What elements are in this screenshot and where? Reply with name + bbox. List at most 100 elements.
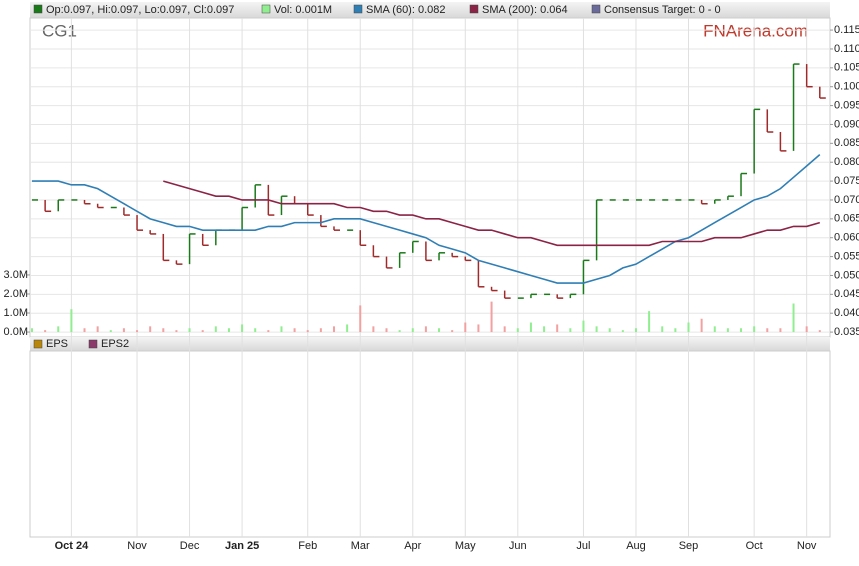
x-tick-label: Oct <box>746 540 763 552</box>
x-tick-label: Apr <box>404 540 421 552</box>
volume-bar <box>149 326 152 333</box>
legend-label: Vol: 0.001M <box>274 4 332 16</box>
y2-tick-label: 1.0M <box>4 307 28 319</box>
legend-label: EPS <box>46 338 68 350</box>
y-tick-label: 0.090 <box>834 118 859 130</box>
legend-swatch <box>591 4 601 14</box>
volume-bar <box>595 326 598 333</box>
volume-bar <box>293 328 296 333</box>
x-tick-label: Sep <box>679 540 699 552</box>
volume-bar <box>57 326 60 333</box>
x-tick-label: Nov <box>127 540 147 552</box>
volume-bar <box>201 330 204 333</box>
volume-bar <box>779 328 782 333</box>
volume-bar <box>661 326 664 333</box>
ticker: CG1 <box>42 21 77 40</box>
volume-bar <box>740 328 743 333</box>
y-tick-label: 0.070 <box>834 194 859 206</box>
volume-bar <box>503 326 506 333</box>
sma-line <box>163 180 821 247</box>
y-tick-label: 0.050 <box>834 269 859 281</box>
volume-bar <box>464 322 467 333</box>
x-tick-label: Feb <box>298 540 317 552</box>
volume-bar <box>674 328 677 333</box>
volume-bar <box>332 326 335 333</box>
legend-label: Op:0.097, Hi:0.097, Lo:0.097, Cl:0.097 <box>46 4 234 16</box>
volume-bar <box>372 326 375 333</box>
y-tick-label: 0.060 <box>834 232 859 244</box>
y-tick-label: 0.040 <box>834 307 859 319</box>
x-tick-label: Mar <box>351 540 370 552</box>
volume-bar <box>477 324 480 333</box>
y2-tick-label: 0.0M <box>4 326 28 338</box>
x-tick-label: Jul <box>576 540 590 552</box>
volume-bar <box>109 330 112 333</box>
volume-bar <box>188 328 191 333</box>
legend-label: SMA (200): 0.064 <box>482 4 568 16</box>
volume-bar <box>70 309 73 333</box>
legend-label: SMA (60): 0.082 <box>366 4 446 16</box>
volume-bar <box>306 330 309 333</box>
legend-swatch <box>33 4 43 14</box>
y-tick-label: 0.100 <box>834 81 859 93</box>
volume-bar <box>385 328 388 333</box>
volume-bar <box>490 301 493 333</box>
y2-tick-label: 2.0M <box>4 288 28 300</box>
x-tick-label: May <box>455 540 476 552</box>
volume-bar <box>569 328 572 333</box>
volume-bar <box>766 328 769 333</box>
volume-bar <box>700 318 703 333</box>
volume-bar <box>516 328 519 333</box>
y-tick-label: 0.095 <box>834 99 859 111</box>
volume-bar <box>451 330 454 333</box>
legend-label: Consensus Target: 0 - 0 <box>604 4 721 16</box>
lower-legend-bar <box>30 337 830 351</box>
volume-bar <box>359 305 362 333</box>
volume-bar <box>83 328 86 333</box>
x-tick-label: Nov <box>797 540 817 552</box>
volume-bar <box>529 322 532 333</box>
volume-bar <box>227 328 230 333</box>
volume-bar <box>438 328 441 333</box>
volume-bar <box>621 330 624 333</box>
volume-bar <box>175 330 178 333</box>
volume-bar <box>543 326 546 333</box>
volume-bar <box>411 328 414 333</box>
y-tick-label: 0.085 <box>834 137 859 149</box>
lower-panel <box>29 350 831 538</box>
y-tick-label: 0.035 <box>834 326 859 338</box>
volume-bar <box>254 328 257 333</box>
x-tick-label: Jan 25 <box>225 540 259 552</box>
x-tick-label: Oct 24 <box>55 540 90 552</box>
volume-bar <box>267 330 270 333</box>
x-tick-label: Jun <box>509 540 527 552</box>
legend-label: EPS2 <box>101 338 129 350</box>
volume-bar <box>582 320 585 333</box>
y-tick-label: 0.105 <box>834 62 859 74</box>
volume-bar <box>214 326 217 333</box>
y-tick-label: 0.065 <box>834 213 859 225</box>
legend-swatch <box>33 339 43 349</box>
volume-bar <box>556 324 559 333</box>
volume-bar <box>608 328 611 333</box>
x-tick-label: Aug <box>626 540 646 552</box>
volume-bar <box>122 328 125 333</box>
volume-bar <box>713 326 716 333</box>
volume-bar <box>805 326 808 333</box>
volume-bar <box>241 324 244 333</box>
volume-bar <box>753 326 756 333</box>
volume-bar <box>726 328 729 333</box>
y-tick-label: 0.075 <box>834 175 859 187</box>
y-tick-label: 0.110 <box>834 43 859 55</box>
volume-bar <box>634 328 637 333</box>
legend-swatch <box>469 4 479 14</box>
y-tick-label: 0.045 <box>834 288 859 300</box>
x-tick-label: Dec <box>180 540 200 552</box>
legend-swatch <box>353 4 363 14</box>
legend-swatch <box>88 339 98 349</box>
legend-swatch <box>261 4 271 14</box>
volume-bar <box>44 330 47 333</box>
sma-line <box>32 154 821 284</box>
